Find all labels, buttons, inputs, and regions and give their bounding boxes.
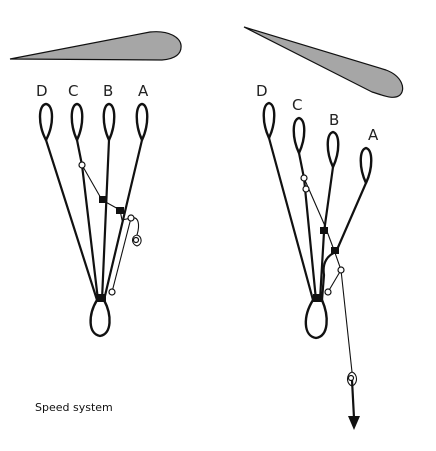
right-label-b: B	[329, 111, 339, 129]
right-loop-a	[359, 146, 373, 184]
left-riser-loop	[89, 299, 111, 338]
right-speed-line-3	[340, 269, 353, 373]
left-loop-a	[135, 102, 149, 141]
right-loop-b	[326, 130, 340, 168]
left-wing-profile	[9, 31, 182, 61]
left-loop-d	[38, 102, 54, 141]
right-speed-hook	[346, 371, 358, 387]
left-pulley-c	[78, 161, 86, 169]
right-speed-line-1	[303, 177, 335, 251]
right-pulley-a	[337, 266, 345, 274]
left-riser-d	[44, 138, 99, 302]
right-block-2	[331, 247, 339, 254]
diagram-caption: Speed system	[35, 401, 113, 414]
right-loop-d	[262, 101, 276, 139]
right-pull-arrow-head	[348, 416, 360, 430]
right-wing-profile	[243, 26, 404, 98]
right-label-d: D	[256, 82, 268, 100]
right-label-a: A	[368, 126, 379, 144]
left-loop-c	[70, 102, 84, 141]
right-riser-loop	[304, 299, 328, 340]
left-block-1	[99, 196, 107, 203]
right-label-c: C	[292, 96, 302, 114]
left-speed-line-2	[111, 217, 132, 293]
left-block-2	[116, 207, 124, 214]
left-speed-hook	[131, 234, 142, 247]
right-panel-accelerated: D C B A	[243, 26, 404, 430]
right-block-1	[320, 227, 328, 234]
left-riser-buckle	[96, 294, 106, 302]
left-label-d: D	[36, 82, 48, 100]
right-riser-buckle	[313, 294, 323, 302]
left-panel-neutral: D C B A	[9, 31, 182, 338]
left-riser-b	[100, 138, 111, 302]
right-riser-d	[267, 136, 315, 302]
left-label-a: A	[138, 82, 149, 100]
left-pulley-bottom	[108, 288, 116, 296]
left-label-c: C	[68, 82, 78, 100]
right-loop-c	[292, 116, 306, 154]
left-loop-b	[102, 102, 116, 141]
left-label-b: B	[103, 82, 113, 100]
right-pulley-bottom	[324, 288, 332, 296]
right-pulley-b	[302, 185, 310, 193]
left-pulley-a	[127, 214, 135, 222]
right-pulley-c	[300, 174, 308, 182]
